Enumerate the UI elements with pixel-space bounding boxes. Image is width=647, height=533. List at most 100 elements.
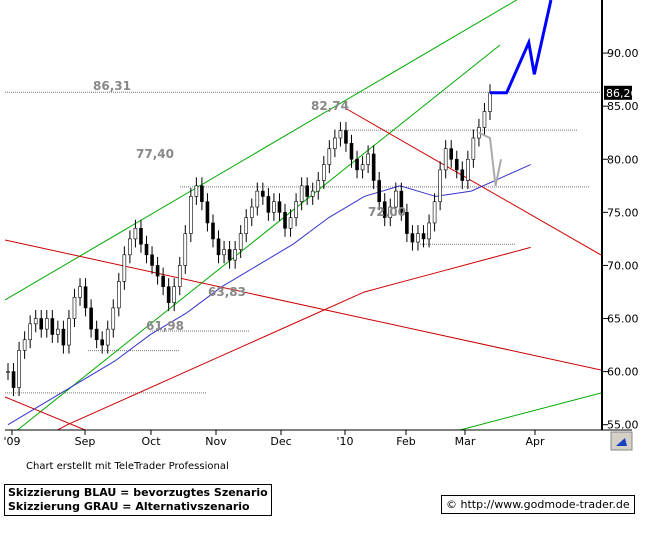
candle-body: [416, 233, 420, 243]
candle-body: [150, 254, 154, 266]
price-label: 86,31: [93, 79, 131, 93]
candle-body: [272, 201, 276, 213]
channel-lower: [16, 44, 501, 430]
y-tick-label: 85.00: [607, 100, 639, 113]
x-tick-label: Feb: [396, 435, 415, 448]
candle-body: [44, 318, 49, 330]
candle-body: [399, 190, 404, 213]
candle-body: [244, 217, 249, 234]
candle-body: [22, 339, 27, 351]
source-link[interactable]: © http://www.godmode-trader.de: [441, 495, 635, 514]
candle-body: [266, 196, 271, 213]
candle-body: [366, 153, 370, 165]
candle-body: [333, 137, 337, 149]
candle-body: [349, 143, 354, 160]
y-tick-label: 70.00: [607, 259, 639, 272]
legend-line-blue: Skizzierung BLAU = bevorzugtes Szenario: [8, 486, 268, 499]
y-tick-label: 80.00: [607, 153, 639, 166]
candle-body: [371, 153, 376, 181]
candle-body: [277, 201, 282, 213]
candle-body: [155, 265, 160, 277]
candle-body: [56, 328, 60, 335]
y-tick-label: 75.00: [607, 206, 639, 219]
candle-body: [294, 201, 298, 218]
candle-body: [233, 249, 237, 261]
candle-body: [89, 307, 93, 330]
y-tick-label: 55.00: [607, 419, 639, 432]
candle-body: [189, 196, 193, 234]
candle-body: [327, 148, 332, 165]
trendline-short: [344, 107, 601, 256]
candle-body: [194, 185, 199, 197]
candle-body: [310, 190, 315, 197]
candle-body: [338, 130, 343, 139]
x-tick-label: '10: [336, 435, 353, 448]
candle-body: [128, 238, 132, 256]
candle-body: [454, 158, 459, 171]
y-tick-label: 90.00: [607, 47, 639, 60]
x-tick-label: '09: [3, 435, 20, 448]
ma-red-line: [56, 246, 531, 430]
legend-line-gray: Skizzierung GRAU = Alternativszenario: [8, 500, 250, 513]
candle-body: [166, 286, 171, 303]
candle-body: [33, 318, 38, 325]
candle-body: [261, 190, 265, 197]
candle-body: [360, 164, 365, 171]
scenario-gray-line: [478, 131, 503, 187]
axis-panel: [601, 0, 603, 430]
x-tick-label: Mar: [455, 435, 476, 448]
candle-body: [61, 328, 66, 346]
x-tick-label: Apr: [525, 435, 545, 448]
candle-body: [427, 222, 431, 240]
source-url[interactable]: http://www.godmode-trader.de: [460, 498, 630, 511]
candle-body: [471, 137, 476, 160]
candle-body: [105, 328, 110, 346]
candle-body: [438, 169, 442, 203]
candle-body: [133, 227, 138, 240]
candle-body: [344, 130, 348, 144]
plot-area: [5, 0, 601, 430]
y-tick-label: 65.00: [607, 313, 639, 326]
candle-body: [222, 249, 226, 256]
x-tick-label: Nov: [205, 435, 227, 448]
candle-body: [122, 254, 127, 282]
candle-body: [39, 318, 44, 330]
candle-body: [488, 92, 492, 112]
candle-body: [405, 212, 409, 234]
candle-body: [17, 350, 21, 388]
candle-body: [305, 185, 309, 197]
candle-body: [410, 233, 415, 243]
ma-blue-line: [7, 164, 531, 426]
candle-body: [183, 233, 188, 266]
candle-body: [460, 169, 465, 181]
copyright-icon: ©: [446, 498, 457, 511]
candle-body: [421, 233, 426, 240]
candle-body: [355, 158, 359, 171]
candle-body: [466, 158, 470, 181]
candle-body: [172, 286, 177, 303]
price-label: 61,98: [146, 319, 184, 333]
candle-body: [227, 249, 232, 261]
candle-body: [283, 212, 287, 229]
candle-body: [288, 217, 293, 229]
last-price-label: 86,26: [606, 87, 638, 100]
channel-upper: [5, 0, 518, 301]
candle-body: [6, 371, 10, 373]
arrow-icon: [616, 438, 627, 446]
candle-body: [432, 201, 437, 224]
price-label: 72,00: [368, 205, 406, 219]
chart-credit: Chart erstellt mit TeleTrader Profession…: [26, 461, 229, 472]
candle-body: [394, 190, 398, 208]
candle-body: [449, 148, 454, 160]
scroll-button[interactable]: [610, 431, 633, 451]
candle-body: [144, 243, 149, 256]
candle-body: [177, 265, 182, 287]
price-label: 77,40: [136, 147, 174, 161]
candle-body: [377, 180, 381, 203]
candle-body: [72, 296, 77, 319]
candle-body: [67, 318, 71, 346]
last-price-badge: [604, 85, 632, 100]
channel-bottom: [459, 392, 601, 430]
candle-body: [94, 328, 99, 341]
